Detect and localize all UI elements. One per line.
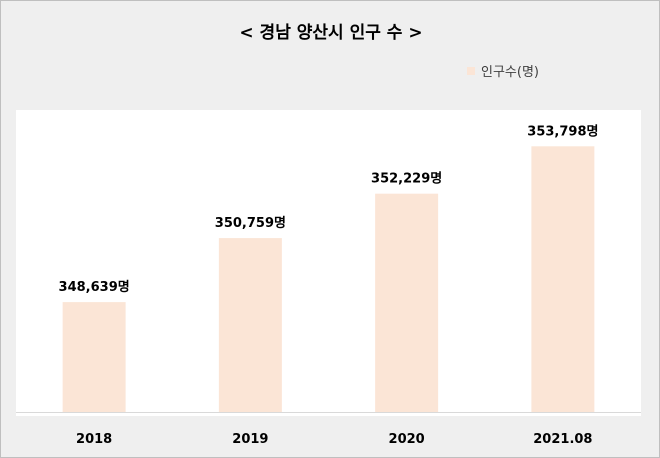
x-tick-label-2021.08: 2021.08	[533, 432, 592, 447]
legend-swatch	[467, 66, 475, 75]
x-tick-label-2020: 2020	[389, 432, 425, 447]
data-label-2020: 352,229명	[371, 171, 442, 187]
bar-2019	[218, 238, 282, 412]
legend-label: 인구수(명)	[481, 65, 539, 80]
x-tick-label-2018: 2018	[76, 432, 112, 447]
x-axis-labels: 2018 2019 2020 2021.08	[76, 432, 592, 447]
data-label-2018: 348,639명	[59, 279, 130, 295]
data-label-2019: 350,759명	[215, 215, 286, 231]
bar-chart: 348,639명 350,759명 352,229명 353,798명	[16, 123, 641, 413]
bar-2020	[375, 193, 439, 412]
bar-2021.08	[531, 146, 595, 412]
x-tick-label-2019: 2019	[232, 432, 268, 447]
legend: 인구수(명)	[467, 61, 539, 80]
plot-area: 348,639명 350,759명 352,229명 353,798명 2018 201…	[16, 110, 641, 447]
chart-title: < 경남 양산시 인구 수 >	[239, 23, 423, 43]
bar-2018	[62, 302, 126, 412]
data-label-2021.08: 353,798명	[527, 123, 598, 139]
